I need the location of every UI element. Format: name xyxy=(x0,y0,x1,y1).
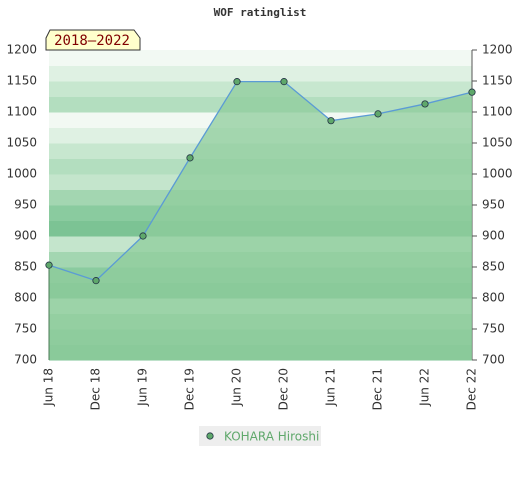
y2-tick-label: 900 xyxy=(482,229,505,243)
y2-tick-label: 1000 xyxy=(482,167,513,181)
y-tick-label: 1150 xyxy=(6,74,37,88)
y-tick-label: 1100 xyxy=(6,105,37,119)
data-point xyxy=(468,88,476,96)
data-point xyxy=(45,261,53,269)
x-tick-label: Jun 18 xyxy=(42,368,56,407)
annotation-box xyxy=(45,29,141,51)
stripe xyxy=(49,50,472,66)
y-tick-label: 800 xyxy=(14,291,37,305)
legend-box xyxy=(199,426,321,446)
y2-tick-label: 700 xyxy=(482,353,505,367)
x-tick-label: Jun 22 xyxy=(418,368,432,407)
y2-tick-label: 800 xyxy=(482,291,505,305)
y2-tick-label: 1050 xyxy=(482,136,513,150)
y-tick-label: 1000 xyxy=(6,167,37,181)
data-point xyxy=(186,154,194,162)
annotation: 2018–2022 xyxy=(45,29,141,51)
legend-marker xyxy=(206,432,214,440)
y-tick-label: 900 xyxy=(14,229,37,243)
y2-tick-label: 850 xyxy=(482,260,505,274)
x-tick-label: Jun 20 xyxy=(230,368,244,407)
x-tick-label: Dec 22 xyxy=(465,368,479,410)
y2-tick-label: 950 xyxy=(482,198,505,212)
data-point xyxy=(374,110,382,118)
data-point xyxy=(139,232,147,240)
annotation-text: 2018–2022 xyxy=(54,33,130,49)
y-tick-label: 950 xyxy=(14,198,37,212)
x-tick-label: Dec 18 xyxy=(89,368,103,410)
legend: KOHARA Hiroshi xyxy=(199,426,321,446)
x-tick-label: Dec 20 xyxy=(277,368,291,410)
y2-tick-label: 1100 xyxy=(482,105,513,119)
y-tick-label: 850 xyxy=(14,260,37,274)
data-point xyxy=(327,117,335,125)
chart-title: WOF ratinglist xyxy=(214,6,307,19)
y2-tick-label: 1200 xyxy=(482,43,513,57)
y-tick-label: 1050 xyxy=(6,136,37,150)
stripe xyxy=(49,65,472,82)
legend-label: KOHARA Hiroshi xyxy=(224,430,319,444)
data-point xyxy=(92,277,100,285)
y2-tick-label: 1150 xyxy=(482,74,513,88)
data-point xyxy=(233,78,241,86)
data-point xyxy=(421,100,429,108)
y-tick-label: 750 xyxy=(14,322,37,336)
x-tick-label: Dec 19 xyxy=(183,368,197,410)
y2-tick-label: 750 xyxy=(482,322,505,336)
y-tick-label: 700 xyxy=(14,353,37,367)
y-tick-label: 1200 xyxy=(6,43,37,57)
x-tick-label: Jun 19 xyxy=(136,368,150,407)
area xyxy=(49,81,472,361)
line xyxy=(48,80,473,282)
x-tick-label: Dec 21 xyxy=(371,368,385,410)
data-point xyxy=(280,78,288,86)
x-tick-label: Jun 21 xyxy=(324,368,338,407)
